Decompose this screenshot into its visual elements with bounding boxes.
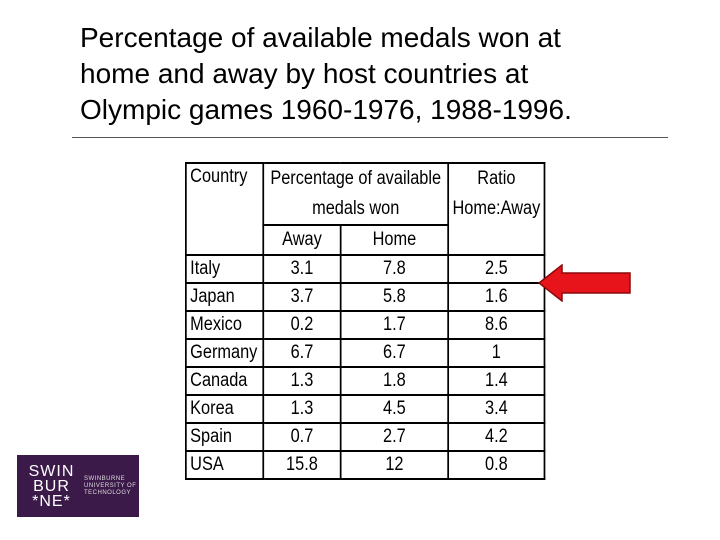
- cell-country: Germany: [185, 338, 265, 368]
- cell-home: 6.7: [339, 338, 450, 368]
- logo-mark-line-3: *NE*: [32, 492, 71, 510]
- cell-country: Canada: [185, 366, 265, 396]
- header-home: Home: [339, 224, 450, 256]
- header-ratio: Ratio Home:Away: [447, 162, 546, 256]
- swinburne-logo: SWIN BUR *NE* SWINBURNE UNIVERSITY OF TE…: [17, 455, 139, 517]
- cell-country: Italy: [185, 254, 265, 284]
- header-ratio-line-2: Home:Away: [452, 198, 541, 219]
- title-line-1: Percentage of available medals won at: [80, 22, 561, 53]
- table-row: Italy 3.1 7.8 2.5: [185, 254, 546, 284]
- cell-home: 1.7: [339, 310, 450, 340]
- title-line-3: Olympic games 1960-1976, 1988-1996.: [80, 94, 572, 125]
- logo-mark-line-1: SWIN: [28, 462, 75, 480]
- table-row: USA 15.8 12 0.8: [185, 450, 546, 480]
- left-arrow-icon: [538, 264, 631, 302]
- logo-mark-line-2: BUR: [33, 477, 70, 495]
- header-ratio-line-1: Ratio: [477, 168, 516, 189]
- cell-away: 0.7: [262, 422, 342, 452]
- cell-country: Japan: [185, 282, 265, 312]
- logo-text-line-3: TECHNOLOGY: [83, 489, 131, 496]
- table-row: Spain 0.7 2.7 4.2: [185, 422, 546, 452]
- header-percentage-line-2: medals won: [312, 198, 400, 219]
- cell-ratio: 1.6: [447, 282, 546, 312]
- title-line-2: home and away by host countries at: [80, 58, 529, 89]
- cell-ratio: 3.4: [447, 394, 546, 424]
- cell-ratio: 1: [447, 338, 546, 368]
- cell-ratio: 8.6: [447, 310, 546, 340]
- logo-wordmark: SWINBURNE UNIVERSITY OF TECHNOLOGY: [80, 476, 139, 497]
- cell-ratio: 2.5: [447, 254, 546, 284]
- table-row: Mexico 0.2 1.7 8.6: [185, 310, 546, 340]
- cell-home: 1.8: [339, 366, 450, 396]
- cell-away: 6.7: [262, 338, 342, 368]
- cell-home: 2.7: [339, 422, 450, 452]
- cell-ratio: 0.8: [447, 450, 546, 480]
- cell-home: 4.5: [339, 394, 450, 424]
- cell-country: Korea: [185, 394, 265, 424]
- table-row: Japan 3.7 5.8 1.6: [185, 282, 546, 312]
- header-percentage-line-1: Percentage of available: [270, 168, 442, 189]
- logo-mark: SWIN BUR *NE*: [17, 462, 80, 510]
- cell-country: Spain: [185, 422, 265, 452]
- cell-away: 0.2: [262, 310, 342, 340]
- cell-away: 1.3: [262, 394, 342, 424]
- cell-ratio: 1.4: [447, 366, 546, 396]
- cell-home: 12: [339, 450, 450, 480]
- cell-ratio: 4.2: [447, 422, 546, 452]
- logo-text-line-2: UNIVERSITY OF: [83, 482, 137, 489]
- table-body: Italy 3.1 7.8 2.5 Japan 3.7 5.8 1.6 Mexi…: [185, 254, 546, 480]
- cell-away: 3.1: [262, 254, 342, 284]
- medals-table-container: Country Percentage of available medals w…: [185, 162, 604, 480]
- medals-table: Country Percentage of available medals w…: [185, 162, 546, 480]
- header-percentage: Percentage of available medals won: [262, 162, 450, 226]
- header-away: Away: [262, 224, 342, 256]
- cell-away: 15.8: [262, 450, 342, 480]
- cell-country: USA: [185, 450, 265, 480]
- cell-country: Mexico: [185, 310, 265, 340]
- slide-title: Percentage of available medals won at ho…: [80, 20, 680, 128]
- table-row: Korea 1.3 4.5 3.4: [185, 394, 546, 424]
- cell-home: 5.8: [339, 282, 450, 312]
- table-row: Canada 1.3 1.8 1.4: [185, 366, 546, 396]
- table-row: Germany 6.7 6.7 1: [185, 338, 546, 368]
- cell-away: 3.7: [262, 282, 342, 312]
- cell-away: 1.3: [262, 366, 342, 396]
- cell-home: 7.8: [339, 254, 450, 284]
- logo-text-line-1: SWINBURNE: [83, 475, 126, 482]
- header-country: Country: [185, 162, 265, 256]
- title-divider: [72, 137, 668, 138]
